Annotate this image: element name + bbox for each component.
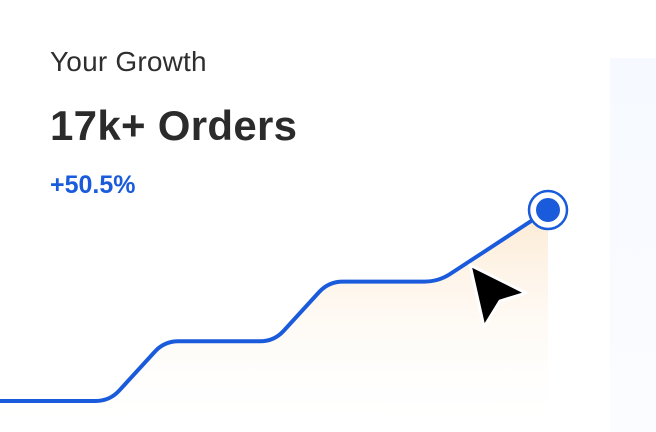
growth-line	[0, 208, 550, 403]
chart-point-4	[217, 339, 221, 343]
chart-point-8	[436, 280, 440, 284]
arrow-cursor-icon	[468, 263, 528, 329]
card-title: Your Growth	[50, 46, 207, 77]
chart-point-3	[162, 339, 166, 343]
end-point-marker[interactable]	[527, 189, 569, 231]
chart-point-5	[272, 339, 276, 343]
growth-percentage: +50.5%	[50, 171, 136, 199]
chart-point-9	[491, 244, 495, 248]
background-panel	[604, 58, 656, 432]
chart-point-6	[327, 280, 331, 284]
end-point-dot	[536, 198, 560, 222]
orders-headline: 17k+ Orders	[50, 102, 298, 149]
chart-point-2	[108, 399, 112, 403]
growth-area	[0, 210, 548, 432]
chart-point-7	[382, 280, 386, 284]
chart-point-1	[53, 399, 57, 403]
